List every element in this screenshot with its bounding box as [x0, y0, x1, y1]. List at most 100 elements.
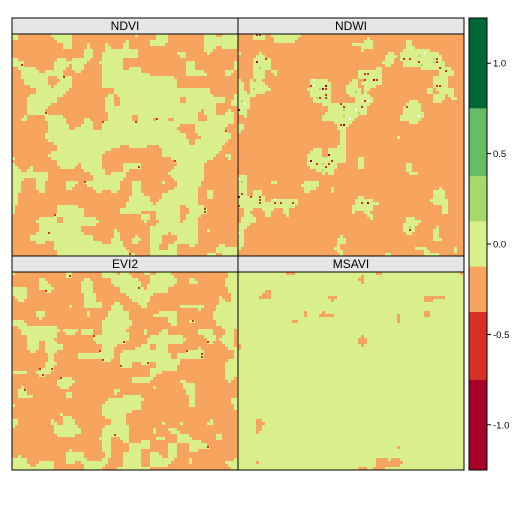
raster-cell [45, 244, 48, 247]
raster-cell [219, 253, 222, 256]
raster-cell [78, 169, 81, 172]
raster-cell [18, 82, 21, 85]
raster-cell [18, 43, 21, 46]
raster-cell [135, 247, 138, 250]
raster-cell [48, 293, 51, 296]
raster-cell [69, 124, 72, 127]
raster-cell [93, 196, 96, 199]
raster-cell [262, 37, 265, 40]
raster-cell [198, 136, 201, 139]
raster-cell [238, 175, 241, 178]
raster-cell [322, 91, 325, 94]
raster-cell [36, 202, 39, 205]
raster-cell [171, 187, 174, 190]
raster-cell [66, 67, 69, 70]
raster-cell [186, 290, 189, 293]
raster-cell [120, 157, 123, 160]
raster-cell [234, 211, 237, 214]
raster-cell [138, 232, 141, 235]
raster-cell [201, 85, 204, 88]
raster-cell [81, 275, 84, 278]
raster-cell [147, 250, 150, 253]
raster-cell [231, 157, 234, 160]
raster-cell [99, 226, 102, 229]
raster-cell [105, 157, 108, 160]
raster-cell [51, 43, 54, 46]
raster-cell [15, 133, 18, 136]
raster-cell [442, 88, 445, 91]
raster-cell [225, 151, 228, 154]
raster-cell [63, 281, 66, 284]
raster-cell [54, 296, 57, 299]
raster-speck [355, 109, 357, 111]
raster-cell [418, 118, 421, 121]
raster-cell [81, 308, 84, 311]
raster-cell [210, 85, 213, 88]
raster-cell [156, 199, 159, 202]
raster-cell [201, 278, 204, 281]
raster-cell [57, 299, 60, 302]
raster-cell [204, 308, 207, 311]
raster-cell [126, 172, 129, 175]
raster-cell [454, 97, 457, 100]
raster-cell [93, 284, 96, 287]
raster-cell [433, 199, 436, 202]
raster-cell [159, 196, 162, 199]
raster-cell [78, 115, 81, 118]
raster-cell [24, 302, 27, 305]
raster-cell [27, 211, 30, 214]
raster-cell [247, 217, 250, 220]
raster-cell [307, 163, 310, 166]
raster-cell [30, 317, 33, 320]
raster-cell [448, 94, 451, 97]
raster-cell [283, 202, 286, 205]
raster-cell [75, 124, 78, 127]
raster-cell [126, 232, 129, 235]
raster-cell [244, 187, 247, 190]
raster-cell [271, 181, 274, 184]
raster-cell [222, 199, 225, 202]
raster-cell [123, 217, 126, 220]
raster-cell [418, 103, 421, 106]
raster-cell [304, 181, 307, 184]
raster-cell [259, 55, 262, 58]
raster-cell [102, 196, 105, 199]
raster-cell [39, 247, 42, 250]
raster-cell [376, 76, 379, 79]
raster-cell [36, 145, 39, 148]
raster-cell [12, 79, 15, 82]
raster-cell [42, 151, 45, 154]
raster-cell [48, 250, 51, 253]
raster-cell [129, 299, 132, 302]
raster-cell [63, 278, 66, 281]
raster-cell [204, 70, 207, 73]
raster-cell [63, 187, 66, 190]
raster-cell [27, 272, 30, 275]
raster-cell [168, 163, 171, 166]
raster-cell [108, 91, 111, 94]
raster-cell [105, 214, 108, 217]
raster-cell [198, 320, 201, 323]
raster-cell [231, 64, 234, 67]
raster-cell [63, 314, 66, 317]
raster-cell [99, 284, 102, 287]
raster-cell [225, 181, 228, 184]
raster-cell [400, 52, 403, 55]
raster-cell [189, 250, 192, 253]
raster-speck [280, 202, 282, 204]
raster-cell [343, 136, 346, 139]
raster-cell [114, 193, 117, 196]
raster-cell [144, 40, 147, 43]
raster-cell [123, 302, 126, 305]
raster-cell [90, 88, 93, 91]
raster-cell [349, 82, 352, 85]
raster-cell [225, 61, 228, 64]
raster-cell [144, 308, 147, 311]
raster-cell [72, 115, 75, 118]
raster-cell [153, 320, 156, 323]
raster-cell [48, 190, 51, 193]
raster-cell [60, 109, 63, 112]
raster-cell [361, 163, 364, 166]
raster-cell [144, 178, 147, 181]
raster-cell [439, 70, 442, 73]
